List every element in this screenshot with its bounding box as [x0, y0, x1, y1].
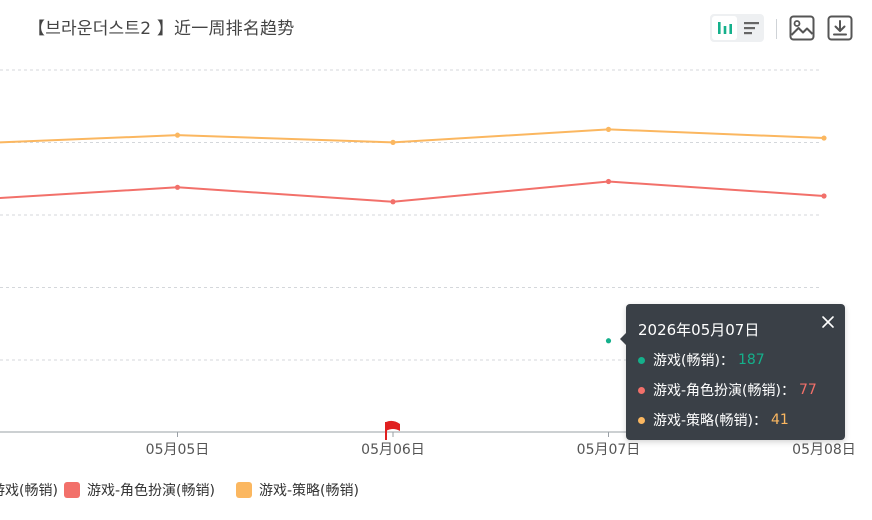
download-button[interactable]	[826, 14, 854, 42]
series-dot-icon	[638, 356, 645, 364]
legend-label: 游戏(畅销)	[0, 483, 58, 499]
line-chart[interactable]: 05月05日 05月06日 05月07日 05月08日	[0, 0, 872, 470]
data-point	[821, 193, 827, 199]
tooltip-row: 游戏-角色扮演(畅销)： 77	[638, 380, 817, 400]
legend-swatch	[236, 482, 252, 498]
series-line	[0, 180, 825, 203]
view-toggle[interactable]	[710, 14, 764, 42]
chart-bar-icon	[717, 22, 732, 34]
data-point	[390, 139, 396, 145]
data-point	[390, 199, 396, 205]
chart-tooltip: 2026年05月07日 游戏(畅销)： 187 游戏-角色扮演(畅销)： 77 …	[620, 304, 845, 440]
x-tick-label: 05月05日	[146, 442, 210, 458]
tooltip-series-value: 41	[770, 412, 789, 428]
image-icon	[789, 15, 815, 41]
data-point	[605, 126, 612, 132]
chart-view-button[interactable]	[712, 16, 737, 40]
data-point	[605, 178, 612, 185]
legend-item[interactable]: 游戏(畅销)	[0, 480, 58, 500]
flag-icon	[386, 420, 400, 431]
list-view-button[interactable]	[739, 16, 764, 40]
legend-label: 游戏-角色扮演(畅销)	[87, 483, 215, 499]
data-point	[174, 132, 181, 138]
page-title: 【브라운더스트2 】近一周排名趋势	[28, 19, 295, 39]
tooltip-arrow	[620, 333, 626, 345]
x-tick-label: 05月07日	[577, 442, 641, 458]
tooltip-series-label: 游戏-角色扮演(畅销)：	[653, 383, 795, 399]
tooltip-close-button[interactable]	[821, 314, 835, 328]
tooltip-series-value: 77	[798, 382, 817, 398]
tooltip-row: 游戏-策略(畅销)： 41	[638, 410, 789, 430]
download-icon	[827, 15, 853, 41]
legend-label: 游戏-策略(畅销)	[259, 483, 359, 499]
data-point	[605, 338, 612, 344]
tooltip-series-label: 游戏-策略(畅销)：	[653, 413, 767, 429]
legend-swatch	[64, 482, 80, 498]
legend-item[interactable]: 游戏-策略(畅销)	[236, 480, 359, 500]
list-icon	[743, 22, 759, 35]
legend-item[interactable]: 游戏-角色扮演(畅销)	[64, 480, 215, 500]
data-point	[821, 135, 827, 141]
tooltip-series-label: 游戏(畅销)：	[653, 353, 734, 369]
toolbar-divider	[776, 19, 777, 39]
x-tick-label: 05月06日	[361, 442, 425, 458]
close-icon	[822, 316, 834, 328]
tooltip-row: 游戏(畅销)： 187	[638, 350, 765, 370]
data-point	[174, 184, 181, 190]
series-line	[0, 128, 825, 144]
save-image-button[interactable]	[788, 14, 816, 42]
series-dot-icon	[638, 386, 645, 394]
series-dot-icon	[638, 416, 645, 424]
tooltip-series-value: 187	[737, 352, 765, 368]
x-tick-label: 05月08日	[792, 442, 856, 458]
tooltip-date: 2026年05月07日	[638, 321, 760, 339]
